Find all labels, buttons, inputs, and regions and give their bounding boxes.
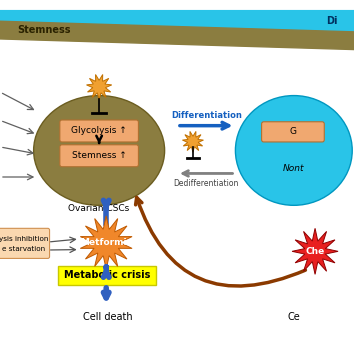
Text: Glycolysis ↑: Glycolysis ↑: [71, 126, 127, 136]
FancyBboxPatch shape: [60, 120, 138, 142]
Ellipse shape: [34, 96, 165, 205]
FancyBboxPatch shape: [262, 122, 324, 142]
Text: ysis inhibition: ysis inhibition: [0, 236, 48, 242]
Text: Metabolic crisis: Metabolic crisis: [64, 270, 150, 280]
FancyArrowPatch shape: [136, 198, 306, 286]
Text: Ce: Ce: [287, 312, 300, 322]
Polygon shape: [80, 216, 132, 269]
FancyBboxPatch shape: [58, 266, 156, 285]
Text: G: G: [290, 127, 296, 136]
Text: e starvation: e starvation: [2, 246, 45, 252]
Text: Nont: Nont: [283, 164, 304, 173]
Text: Dedifferentiation: Dedifferentiation: [174, 179, 239, 188]
Text: Differentiation: Differentiation: [171, 112, 242, 120]
Text: Stemness: Stemness: [18, 25, 71, 35]
Polygon shape: [0, 21, 354, 50]
Ellipse shape: [235, 96, 352, 205]
Polygon shape: [292, 228, 338, 274]
FancyBboxPatch shape: [0, 228, 50, 258]
Text: Che: Che: [306, 247, 325, 256]
Text: Metformin: Metformin: [80, 238, 133, 247]
Text: Cell death: Cell death: [83, 312, 133, 322]
FancyBboxPatch shape: [60, 145, 138, 167]
Polygon shape: [0, 11, 354, 32]
Text: Di: Di: [326, 16, 337, 26]
Polygon shape: [182, 131, 204, 152]
Polygon shape: [86, 74, 112, 99]
Text: Stemness ↑: Stemness ↑: [72, 151, 126, 160]
Text: Ovarian CSCs: Ovarian CSCs: [68, 204, 130, 213]
